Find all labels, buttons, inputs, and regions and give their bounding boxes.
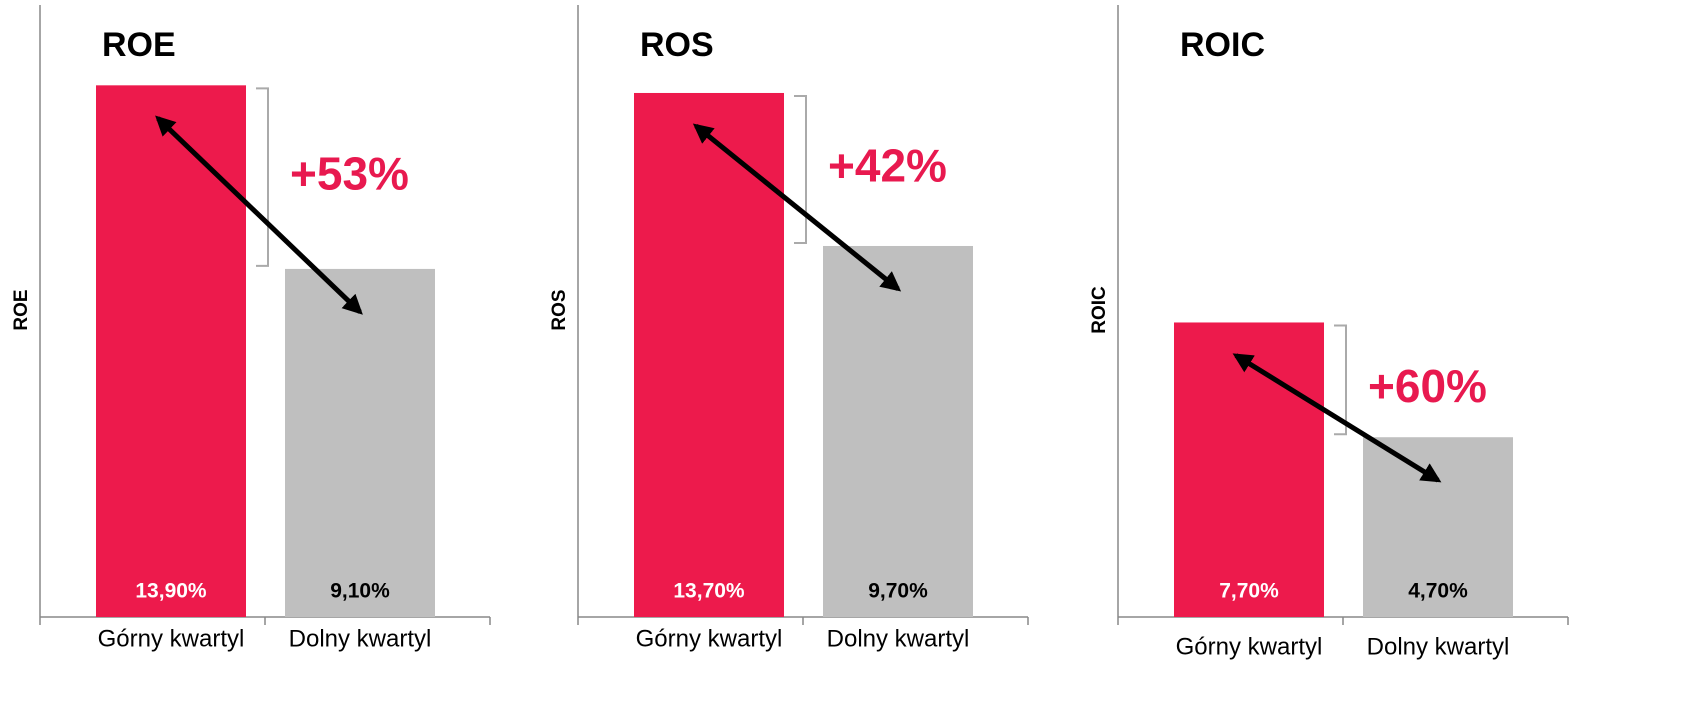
chart-title: ROS bbox=[640, 26, 714, 64]
bracket bbox=[794, 94, 807, 244]
bar bbox=[634, 92, 784, 618]
arrow bbox=[155, 115, 363, 315]
y-axis-label: ROIC bbox=[1089, 286, 1110, 334]
value-label: 13,90% bbox=[135, 580, 207, 603]
value-label: 13,70% bbox=[673, 580, 745, 603]
y-axis-label: ROS bbox=[549, 289, 570, 330]
chart-title: ROIC bbox=[1180, 26, 1265, 64]
bar bbox=[96, 85, 246, 617]
annotation: +53% bbox=[290, 147, 409, 199]
bar bbox=[285, 268, 435, 617]
value-label: 9,10% bbox=[330, 580, 390, 603]
x-tick-label: Górny kwartyl bbox=[636, 625, 783, 652]
y-axis-label: ROE bbox=[11, 289, 32, 330]
x-tick-label: Dolny kwartyl bbox=[289, 625, 432, 652]
arrow bbox=[692, 123, 902, 292]
x-tick-label: Dolny kwartyl bbox=[1367, 633, 1510, 660]
chart-title: ROE bbox=[102, 26, 176, 64]
value-label: 9,70% bbox=[868, 580, 928, 603]
value-label: 4,70% bbox=[1408, 580, 1468, 603]
x-tick-label: Dolny kwartyl bbox=[827, 625, 970, 652]
annotation: +42% bbox=[828, 140, 947, 192]
bar bbox=[1174, 322, 1324, 617]
x-tick-label: Górny kwartyl bbox=[1176, 633, 1323, 660]
value-label: 7,70% bbox=[1219, 580, 1279, 603]
bracket bbox=[256, 87, 269, 267]
arrow bbox=[1232, 353, 1442, 483]
bar bbox=[823, 245, 973, 617]
x-tick-label: Górny kwartyl bbox=[98, 625, 245, 652]
annotation: +60% bbox=[1368, 360, 1487, 412]
